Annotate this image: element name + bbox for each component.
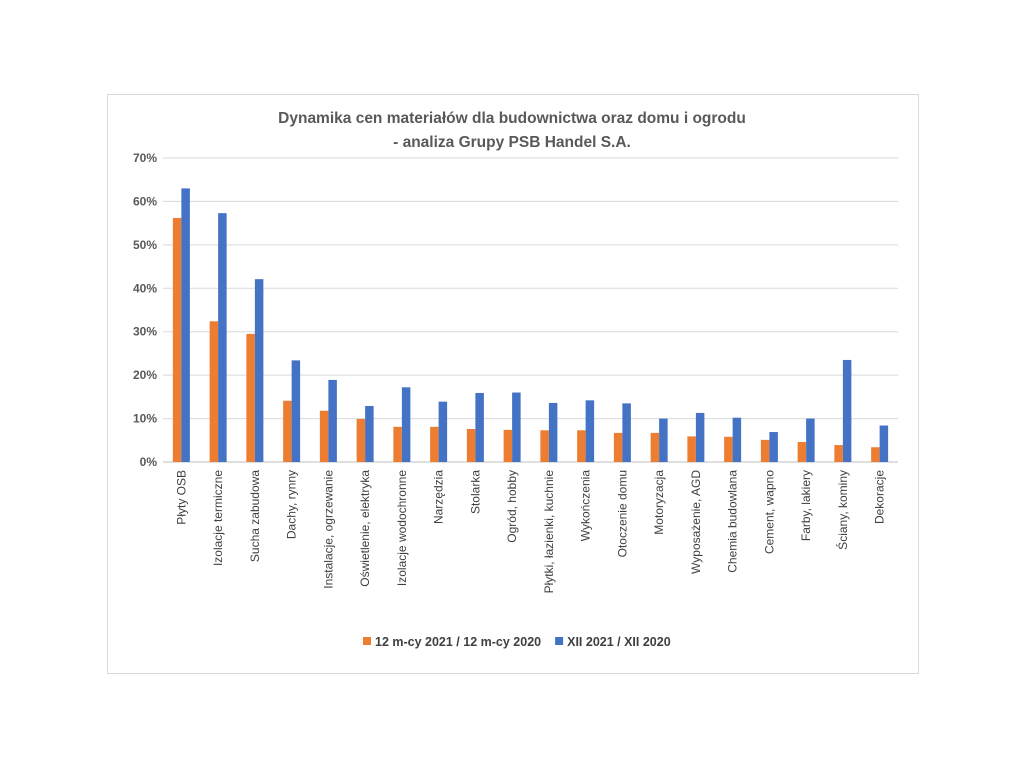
x-category-label: Płytki, łazienki, kuchnie [542, 470, 556, 594]
bar-series-2-3 [254, 279, 264, 462]
bar-series-1-16 [724, 436, 733, 462]
bar-series-2-8 [438, 401, 448, 462]
bar-series-1-20 [871, 447, 880, 462]
x-category-label: Ściany, kominy [835, 470, 850, 550]
x-category-label: Sucha zabudowa [248, 470, 262, 562]
x-category-label: Instalacje, ogrzewanie [321, 470, 335, 589]
bar-series-2-12 [585, 400, 595, 462]
bar-series-1-10 [503, 429, 513, 462]
legend: 12 m-cy 2021 / 12 m-cy 2020 XII 2021 / XI… [363, 635, 671, 649]
bar-series-1-2 [209, 321, 219, 462]
x-category-label: Otoczenie domu [615, 470, 629, 557]
legend-swatch-1 [363, 637, 371, 645]
bar-series-2-19 [842, 359, 852, 462]
bar-series-1-12 [577, 430, 586, 462]
bar-series-1-13 [613, 432, 623, 462]
bar-series-2-14 [659, 418, 668, 462]
bar-series-1-19 [834, 445, 843, 462]
chart-title: Dynamika cen materiałów dla budownictwa … [278, 110, 746, 151]
legend-swatch-2 [555, 637, 564, 645]
bar-series-2-11 [548, 402, 558, 462]
x-category-label: Ogród, hobby [505, 470, 519, 543]
chart-title-line-1: Dynamika cen materiałów dla budownictwa … [278, 110, 746, 127]
chart-container: Dynamika cen materiałów dla budownictwa … [107, 94, 919, 674]
y-tick-label: 30% [133, 325, 157, 339]
bar-series-1-17 [760, 439, 770, 462]
bar-series-2-17 [769, 432, 778, 462]
legend-label-2: XII 2021 / XII 2020 [567, 635, 671, 649]
y-axis-tick-labels: 0% 10% 20% 30% 40% 50% 60% 70% [133, 151, 157, 469]
bar-series-2-13 [622, 403, 631, 462]
y-tick-label: 70% [133, 151, 157, 165]
x-category-label: Oświetlenie, elektryka [358, 470, 372, 587]
bar-series-2-5 [328, 379, 337, 462]
bar-series-2-2 [218, 213, 227, 462]
bar-series-1-14 [650, 432, 660, 462]
bar-series-1-7 [393, 426, 402, 462]
bar-series-2-4 [291, 360, 301, 462]
x-category-label: Wykończenia [579, 470, 593, 542]
legend-label-1: 12 m-cy 2021 / 12 m-cy 2020 [375, 635, 541, 649]
y-tick-label: 10% [133, 412, 157, 426]
bar-series-2-10 [512, 392, 521, 462]
x-category-label: Cement, wapno [762, 470, 776, 554]
y-tick-label: 60% [133, 194, 157, 208]
x-category-label: Izolacje termiczne [211, 470, 225, 566]
bar-chart: Dynamika cen materiałów dla budownictwa … [133, 110, 898, 649]
x-category-label: Chemia budowlana [726, 470, 740, 573]
bar-series-1-4 [283, 400, 292, 462]
x-category-label: Narzędzia [432, 470, 446, 524]
bar-series-2-16 [732, 417, 742, 462]
bar-series-2-6 [365, 405, 374, 462]
bar-series-1-6 [356, 419, 366, 462]
bar-series-1-15 [687, 436, 696, 462]
bar-series-1-11 [540, 430, 549, 462]
x-category-label: Motoryzacja [652, 470, 666, 535]
bar-series-1-18 [797, 442, 807, 462]
y-tick-label: 50% [133, 238, 157, 252]
x-category-label: Płyty OSB [174, 470, 188, 525]
bar-series-2-7 [401, 387, 411, 462]
bar-series-1-3 [246, 333, 255, 462]
bar-series-2-9 [475, 392, 484, 462]
y-tick-label: 0% [140, 455, 158, 469]
y-tick-label: 20% [133, 368, 157, 382]
x-axis-category-labels: Płyty OSB Izolacje termiczne Sucha zabudow… [174, 470, 886, 594]
x-category-label: Dachy, rynny [285, 470, 299, 539]
bars [172, 188, 889, 462]
x-category-label: Farby, lakiery [799, 470, 813, 541]
x-category-label: Izolacje wodochronne [395, 470, 409, 586]
bar-series-2-20 [879, 425, 889, 462]
bar-series-2-18 [806, 418, 815, 462]
x-category-label: Stolarka [468, 470, 482, 514]
bar-series-2-15 [695, 412, 705, 462]
bar-series-2-1 [181, 188, 190, 462]
bar-series-1-9 [466, 428, 476, 462]
x-category-label: Dekoracje [873, 470, 887, 524]
gridlines [163, 157, 898, 463]
x-category-label: Wyposażenie, AGD [689, 470, 703, 574]
bar-series-1-8 [430, 426, 439, 462]
bar-series-1-5 [319, 410, 329, 462]
bar-series-1-1 [172, 217, 182, 462]
y-tick-label: 40% [133, 281, 157, 295]
chart-title-line-2: - analiza Grupy PSB Handel S.A. [393, 134, 631, 151]
